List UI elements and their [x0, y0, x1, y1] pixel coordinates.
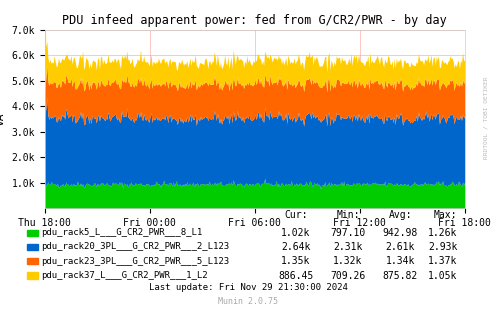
Text: 886.45: 886.45 — [278, 271, 313, 281]
Text: 1.02k: 1.02k — [281, 228, 311, 238]
Text: Munin 2.0.75: Munin 2.0.75 — [219, 297, 278, 306]
Text: pdu_rack20_3PL___G_CR2_PWR___2_L123: pdu_rack20_3PL___G_CR2_PWR___2_L123 — [41, 243, 229, 251]
Text: Cur:: Cur: — [284, 210, 308, 220]
Text: 797.10: 797.10 — [331, 228, 365, 238]
Text: 1.05k: 1.05k — [428, 271, 457, 281]
Text: 2.93k: 2.93k — [428, 242, 457, 252]
Title: PDU infeed apparent power: fed from G/CR2/PWR - by day: PDU infeed apparent power: fed from G/CR… — [62, 14, 447, 27]
Text: 1.37k: 1.37k — [428, 256, 457, 266]
Text: pdu_rack37_L___G_CR2_PWR___1_L2: pdu_rack37_L___G_CR2_PWR___1_L2 — [41, 271, 207, 280]
Text: 2.64k: 2.64k — [281, 242, 311, 252]
Text: 1.35k: 1.35k — [281, 256, 311, 266]
Text: Last update: Fri Nov 29 21:30:00 2024: Last update: Fri Nov 29 21:30:00 2024 — [149, 283, 348, 292]
Text: Avg:: Avg: — [388, 210, 412, 220]
Text: 1.34k: 1.34k — [385, 256, 415, 266]
Y-axis label: VA: VA — [0, 112, 6, 126]
Text: 1.32k: 1.32k — [333, 256, 363, 266]
Text: 875.82: 875.82 — [383, 271, 417, 281]
Text: Min:: Min: — [336, 210, 360, 220]
Text: 942.98: 942.98 — [383, 228, 417, 238]
Text: pdu_rack23_3PL___G_CR2_PWR___5_L123: pdu_rack23_3PL___G_CR2_PWR___5_L123 — [41, 257, 229, 266]
Text: Max:: Max: — [434, 210, 457, 220]
Text: 709.26: 709.26 — [331, 271, 365, 281]
Text: 1.26k: 1.26k — [428, 228, 457, 238]
Text: RRDTOOL / TOBI OETIKER: RRDTOOL / TOBI OETIKER — [484, 77, 489, 160]
Text: 2.31k: 2.31k — [333, 242, 363, 252]
Text: pdu_rack5_L___G_CR2_PWR___8_L1: pdu_rack5_L___G_CR2_PWR___8_L1 — [41, 228, 202, 237]
Text: 2.61k: 2.61k — [385, 242, 415, 252]
